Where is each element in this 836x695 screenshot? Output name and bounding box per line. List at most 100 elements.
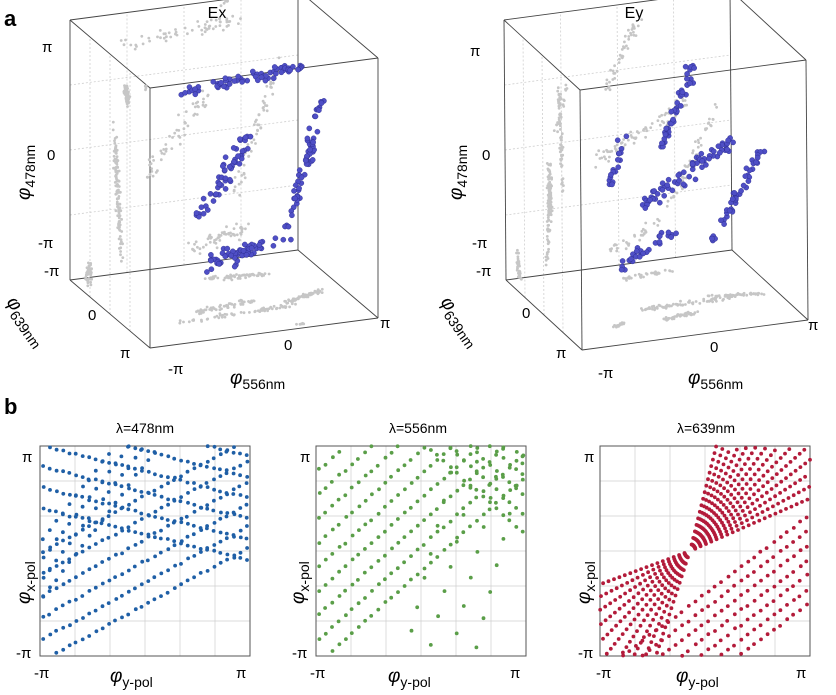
scatter-point: [714, 444, 718, 449]
scatter-point: [663, 586, 668, 591]
projection-point: [560, 165, 563, 168]
scatter-point: [317, 589, 322, 593]
projection-point: [202, 97, 205, 101]
scatter-point: [395, 566, 400, 571]
projection-point: [560, 190, 564, 193]
projection-point: [516, 265, 519, 269]
scatter-point: [632, 652, 637, 657]
scatter-478-y-tick-negpi: -π: [16, 645, 31, 662]
scatter-point: [159, 452, 164, 457]
scatter-point: [644, 593, 649, 597]
projection-point: [555, 123, 558, 127]
scatter-point: [48, 445, 52, 450]
scatter-point: [238, 473, 243, 478]
cube-edge: [805, 59, 809, 321]
projection-point: [113, 141, 117, 145]
projection-point: [675, 191, 679, 195]
projection-point: [144, 84, 148, 88]
scatter-point: [166, 502, 171, 507]
scatter-point: [726, 519, 731, 524]
projection-point: [243, 176, 247, 180]
phase-point: [239, 79, 245, 85]
scatter-point: [694, 523, 699, 527]
projection-point: [713, 103, 717, 106]
projection-point: [89, 273, 93, 276]
projection-point: [696, 138, 700, 142]
scatter-point: [475, 518, 479, 523]
scatter-point: [41, 485, 46, 489]
projection-point: [219, 303, 222, 307]
projection-point: [119, 253, 122, 257]
scatter-point: [724, 506, 729, 510]
scatter-point: [765, 632, 770, 637]
projection-point: [694, 140, 697, 144]
scatter-point: [661, 562, 666, 567]
scatter-point: [778, 509, 783, 514]
scatter-point: [781, 498, 786, 503]
scatter-point: [706, 491, 710, 496]
cube-ey-y-axis-label: φ639nm: [433, 293, 484, 352]
scatter-point: [793, 481, 797, 486]
scatter-point: [126, 525, 131, 530]
scatter-point: [748, 510, 752, 515]
projection-point: [191, 247, 194, 251]
projection-point: [683, 314, 686, 318]
scatter-639-y-tick-negpi: -π: [578, 645, 593, 662]
projection-point: [651, 307, 654, 311]
projection-point: [158, 29, 162, 32]
projection-point: [196, 104, 200, 108]
scatter-point: [409, 554, 413, 558]
phase-point: [222, 175, 229, 182]
scatter-point: [791, 540, 795, 544]
scatter-point: [232, 555, 237, 560]
scatter-point: [788, 460, 793, 464]
phase-point: [287, 67, 293, 74]
projection-point: [605, 82, 609, 86]
scatter-point: [747, 496, 752, 501]
scatter-point: [67, 579, 72, 583]
scatter-point: [337, 545, 342, 549]
scatter-point: [442, 589, 447, 593]
scatter-point: [769, 453, 773, 458]
scatter-point: [185, 469, 190, 474]
phase-point: [235, 153, 241, 159]
plot-border: [39, 445, 251, 657]
scatter-point: [166, 497, 171, 502]
phase-point: [731, 190, 738, 196]
scatter-point: [645, 583, 650, 588]
projection-point: [615, 243, 618, 247]
scatter-point: [192, 481, 196, 485]
scatter-point: [641, 573, 645, 577]
scatter-point: [653, 572, 657, 576]
scatter-point: [146, 532, 151, 537]
scatter-point: [422, 469, 427, 474]
scatter-point: [211, 529, 216, 533]
projection-point: [615, 247, 619, 250]
phase-point: [192, 91, 199, 98]
projection-point: [608, 80, 611, 84]
scatter-point: [120, 473, 124, 477]
projection-point: [151, 155, 155, 159]
projection-point: [233, 185, 237, 189]
projection-point: [284, 299, 287, 303]
scatter-point: [719, 468, 723, 473]
projection-point: [622, 138, 625, 141]
scatter-point: [80, 504, 85, 509]
projection-point: [124, 88, 128, 92]
projection-point: [115, 177, 118, 181]
scatter-point: [349, 631, 354, 635]
scatter-point: [218, 447, 223, 452]
scatter-point: [721, 477, 725, 482]
scatter-point: [211, 508, 216, 513]
projection-point: [623, 40, 626, 44]
phase-point: [679, 89, 686, 96]
scatter-point: [356, 457, 360, 461]
projection-point: [114, 209, 118, 213]
scatter-point: [616, 637, 621, 641]
cube-ex-y-tick-negpi: -π: [44, 263, 59, 280]
scatter-point: [725, 497, 730, 502]
phase-point: [698, 150, 705, 157]
scatter-point: [713, 629, 717, 633]
phase-point: [726, 207, 733, 214]
projection-point: [629, 134, 633, 137]
